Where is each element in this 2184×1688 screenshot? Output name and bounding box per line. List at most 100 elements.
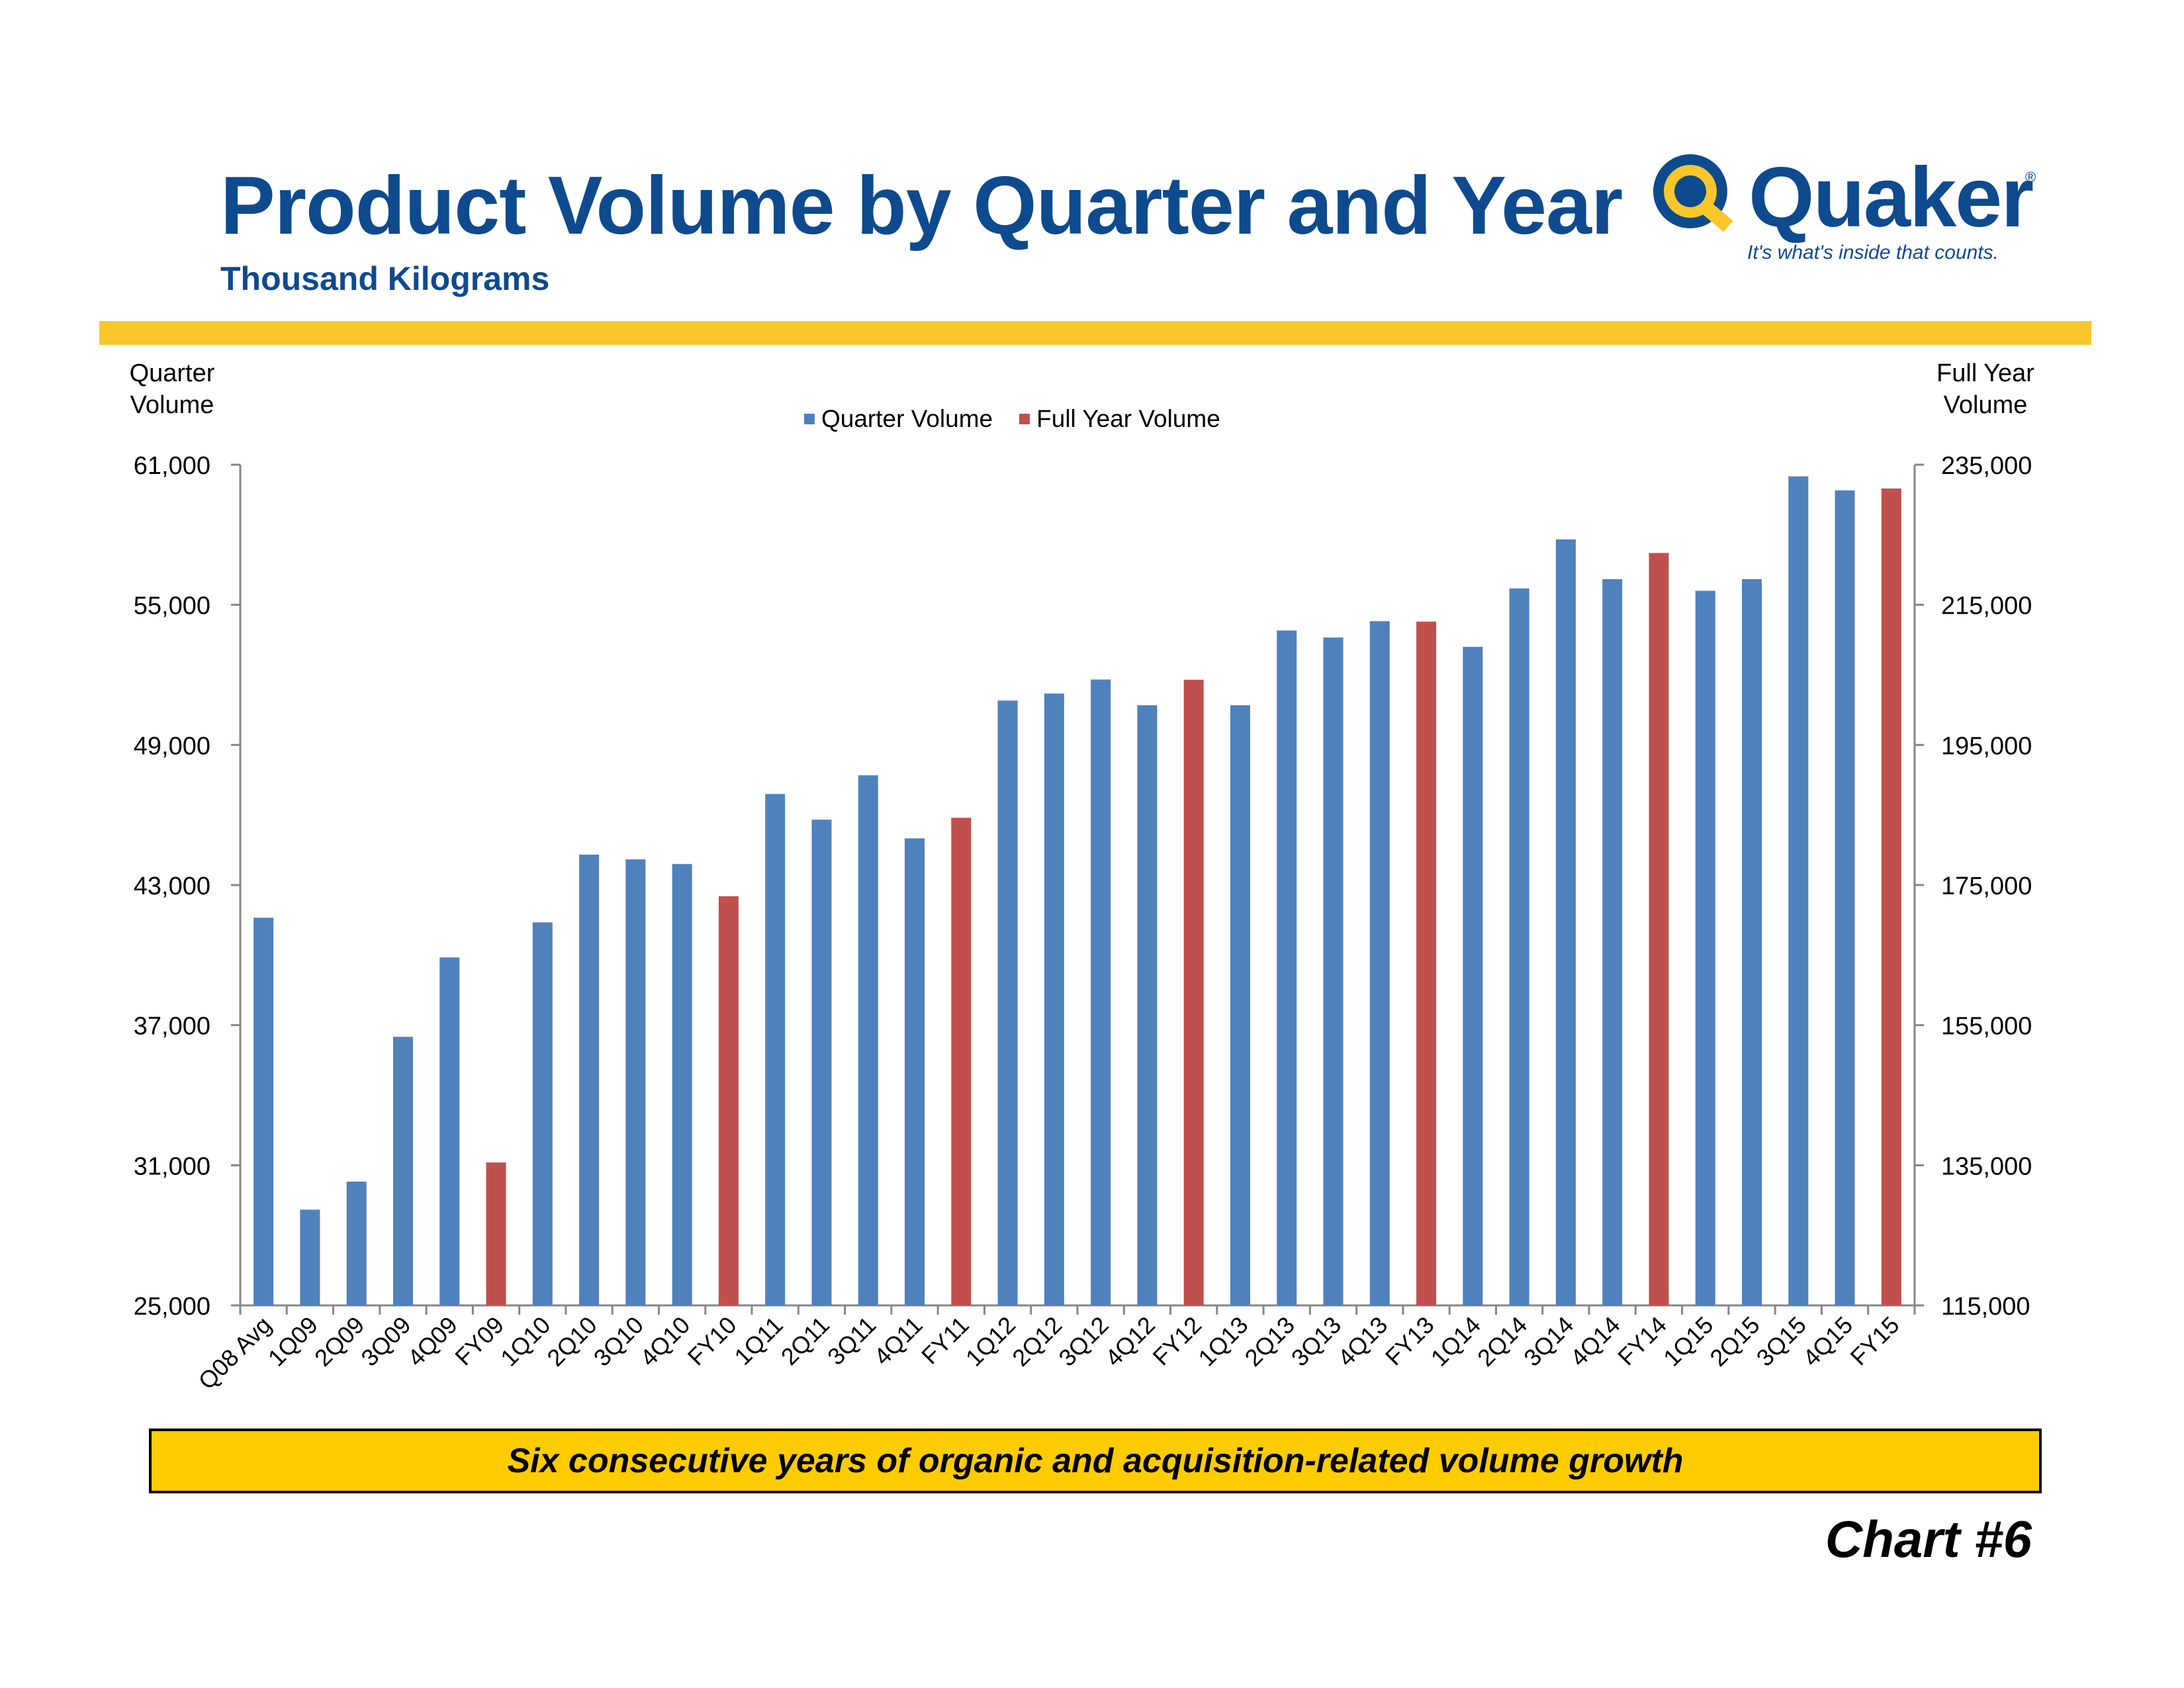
legend-swatch-full-year <box>1019 414 1030 424</box>
x-tick-label: 2Q14 <box>1472 1311 1532 1372</box>
left-axis-title: Quarter Volume <box>129 359 215 419</box>
left-tick-label: 55,000 <box>134 592 210 620</box>
quarter-volume-bar <box>1044 693 1064 1305</box>
quarter-volume-bar <box>1602 579 1623 1305</box>
quarter-volume-bar <box>1137 705 1158 1305</box>
left-tick-label: 37,000 <box>134 1013 210 1041</box>
left-tick-label: 25,000 <box>134 1293 210 1321</box>
x-tick-label: 4Q10 <box>635 1311 695 1372</box>
right-tick-label: 195,000 <box>1941 732 2032 760</box>
quarter-volume-bar <box>1091 679 1111 1305</box>
x-tick-label: 3Q13 <box>1286 1311 1346 1372</box>
full-year-volume-bar <box>1881 488 1901 1305</box>
left-tick-label: 61,000 <box>134 452 210 480</box>
x-tick-label: 3Q10 <box>588 1311 649 1372</box>
x-tick-label: FY09 <box>449 1311 509 1371</box>
quarter-volume-bar <box>672 864 692 1305</box>
x-tick-label: 4Q11 <box>868 1311 927 1370</box>
logo-wordmark: Quaker <box>1749 150 2034 245</box>
x-tick-label: 2Q10 <box>541 1311 602 1372</box>
x-tick-label: 3Q12 <box>1054 1311 1114 1372</box>
chart-legend: Quarter Volume Full Year Volume <box>804 402 1247 436</box>
quarter-volume-bar <box>532 922 553 1305</box>
quarter-volume-bar <box>1555 539 1576 1305</box>
legend-item-quarter: Quarter Volume <box>804 405 993 433</box>
x-tick-label: FY14 <box>1612 1311 1672 1371</box>
quarter-volume-bar <box>439 957 460 1305</box>
legend-label-full-year: Full Year Volume <box>1036 405 1220 432</box>
x-tick-label: 4Q13 <box>1332 1311 1392 1372</box>
right-tick-label: 115,000 <box>1941 1293 2030 1321</box>
x-tick-label: 2Q11 <box>776 1311 835 1370</box>
page-subtitle: Thousand Kilograms <box>220 260 550 297</box>
x-tick-label: 2Q09 <box>309 1311 369 1372</box>
right-tick-label: 175,000 <box>1941 872 2032 900</box>
full-year-volume-bar <box>718 896 739 1305</box>
page-title: Product Volume by Quarter and Year <box>220 160 1623 252</box>
right-tick-label: 235,000 <box>1941 452 2032 480</box>
legend-label-quarter: Quarter Volume <box>821 405 993 432</box>
x-tick-label: 2Q13 <box>1240 1311 1300 1372</box>
x-tick-label: 1Q13 <box>1193 1311 1253 1372</box>
x-tick-label: FY13 <box>1380 1311 1439 1371</box>
x-tick-label: 4Q12 <box>1100 1311 1160 1372</box>
quarter-volume-bar <box>1695 590 1715 1305</box>
full-year-volume-bar <box>951 818 972 1305</box>
right-tick-label: 215,000 <box>1941 592 2032 620</box>
x-tick-label: 3Q14 <box>1518 1311 1578 1372</box>
x-tick-label: FY15 <box>1845 1311 1905 1371</box>
quarter-volume-bar <box>1788 476 1809 1305</box>
logo-registered-mark: ® <box>2025 169 2036 185</box>
quarter-volume-bar <box>579 855 600 1305</box>
x-tick-label: 3Q11 <box>822 1311 881 1370</box>
left-tick-label: 49,000 <box>134 732 210 760</box>
quarter-volume-bar <box>997 700 1018 1305</box>
quarter-volume-bar <box>858 775 878 1305</box>
quarter-volume-bar <box>625 859 646 1305</box>
x-tick-label: 4Q09 <box>402 1311 463 1372</box>
logo-tagline: It's what's inside that counts. <box>1747 242 1999 263</box>
x-tick-label: 2Q15 <box>1704 1311 1764 1372</box>
full-year-volume-bar <box>1649 553 1669 1305</box>
quarter-volume-bar <box>1369 621 1390 1305</box>
chart-number: Chart #6 <box>1825 1510 2032 1568</box>
x-tick-label: 4Q15 <box>1797 1311 1858 1372</box>
x-tick-label: 1Q11 <box>729 1311 788 1370</box>
quarter-volume-bar <box>765 794 786 1305</box>
quarter-volume-bar <box>1742 579 1762 1305</box>
right-tick-label: 155,000 <box>1941 1013 2032 1041</box>
quarter-volume-bar <box>905 838 925 1305</box>
x-tick-label: 4Q14 <box>1565 1311 1625 1372</box>
quarter-volume-bar <box>811 820 832 1305</box>
x-tick-label: 1Q15 <box>1658 1311 1718 1372</box>
x-tick-label: 3Q09 <box>355 1311 416 1372</box>
full-year-volume-bar <box>1416 622 1437 1305</box>
header-divider <box>99 321 2091 345</box>
legend-item-full-year: Full Year Volume <box>1019 405 1220 433</box>
quaker-q-icon <box>1653 154 1733 232</box>
quarter-volume-bar <box>1509 588 1529 1306</box>
quarter-volume-bar <box>1463 647 1483 1305</box>
x-tick-label: 3Q15 <box>1751 1311 1811 1372</box>
left-tick-label: 43,000 <box>134 872 210 900</box>
quarter-volume-bar <box>1230 705 1250 1305</box>
quarter-volume-bar <box>346 1182 367 1305</box>
x-tick-label: FY11 <box>916 1311 974 1370</box>
right-tick-label: 135,000 <box>1941 1152 2032 1180</box>
volume-bar-chart: 25,000 31,000 37,000 43,000 49,000 55,000 61,0… <box>134 452 2032 1395</box>
quarter-volume-bar <box>1835 490 1855 1305</box>
quarter-volume-bar <box>1323 637 1343 1305</box>
left-tick-label: 31,000 <box>134 1152 210 1180</box>
quarter-volume-bar <box>1277 630 1297 1305</box>
x-tick-label: 1Q14 <box>1426 1311 1486 1372</box>
quarter-volume-bar <box>300 1209 320 1305</box>
quaker-logo: Quaker ® It's what's inside that counts. <box>1648 149 2036 271</box>
x-tick-label: 1Q12 <box>960 1311 1021 1372</box>
full-year-volume-bar <box>486 1162 506 1305</box>
x-tick-label: 1Q09 <box>263 1311 323 1372</box>
quarter-volume-bar <box>253 917 274 1305</box>
full-year-volume-bar <box>1183 679 1204 1305</box>
x-tick-label: FY10 <box>682 1311 742 1371</box>
x-tick-label: 2Q12 <box>1007 1311 1067 1372</box>
x-tick-label: FY12 <box>1148 1311 1207 1371</box>
